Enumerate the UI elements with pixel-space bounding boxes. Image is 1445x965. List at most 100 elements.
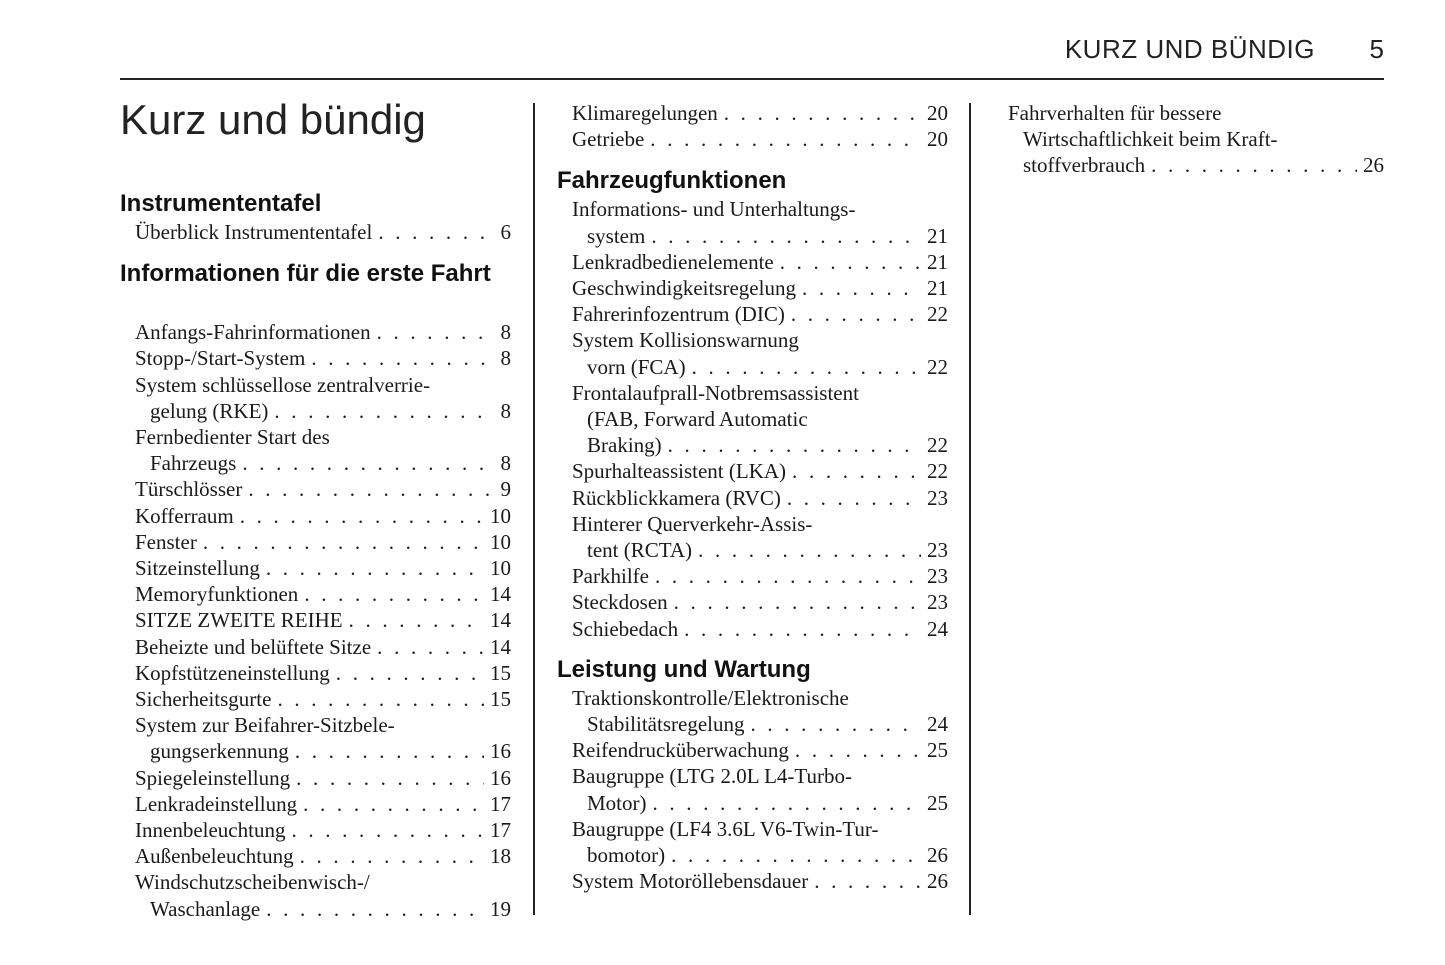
toc-entry[interactable]: Innenbeleuchtung . . . . . . . . . . . .… [120, 817, 511, 843]
toc-entry[interactable]: Stopp-/Start-System . . . . . . . . . . … [120, 345, 511, 371]
dot-leader: . . . . . . . . . . . . . . . . . . . . … [335, 660, 484, 685]
toc-entry-text: Fenster [135, 529, 197, 554]
toc-page-number: 20 [927, 101, 948, 125]
toc-entry-text: Sitzeinstellung [135, 556, 260, 581]
toc-entry[interactable]: Beheizte und belüftete Sitze . . . . . .… [120, 634, 511, 660]
dot-leader: . . . . . . . . . . . . . . . . . . . . … [654, 564, 921, 589]
toc-entry[interactable]: Kopfstützeneinstellung . . . . . . . . .… [120, 660, 511, 686]
dot-leader: . . . . . . . . . . . . . . . . . . . . … [277, 687, 484, 712]
toc-entry-text: Rückblickkamera (RVC) [572, 485, 781, 510]
dot-leader: . . . . . . . . . . . . . . . . . . . . … [266, 896, 484, 921]
toc-page-number: 6 [500, 220, 512, 244]
toc-entry[interactable]: Rückblickkamera (RVC) . . . . . . . . . … [557, 485, 948, 511]
toc-entry-text: Fahrverhalten für bessere [1008, 101, 1222, 125]
toc-column-1: Kurz und bündig Instrumententafel Überbli… [120, 95, 511, 922]
toc-entry[interactable]: Informations- und Unterhaltungs-system .… [557, 196, 948, 248]
dot-leader: . . . . . . . . . . . . . . . . . . . . … [202, 529, 484, 554]
toc-page-number: 21 [927, 249, 948, 274]
toc-entry[interactable]: System Motoröllebensdauer . . . . . . . … [557, 868, 948, 894]
toc-column-2: Klimaregelungen . . . . . . . . . . . . … [557, 100, 948, 894]
toc-entry[interactable]: Türschlösser . . . . . . . . . . . . . .… [120, 476, 511, 502]
dot-leader: . . . . . . . . . . . . . . . . . . . . … [691, 354, 921, 379]
toc-entry[interactable]: Hinterer Querverkehr-Assis-tent (RCTA) .… [557, 511, 948, 563]
dot-leader: . . . . . . . . . . . . . . . . . . . . … [723, 101, 921, 125]
toc-page-number: 10 [490, 556, 511, 581]
dot-leader: . . . . . . . . . . . . . . . . . . . . … [296, 765, 484, 790]
toc-entry-text: System schlüssellose zentralverrie- [135, 372, 431, 397]
toc-entry-text: Traktionskontrolle/Elektronische [572, 685, 849, 710]
toc-entry[interactable]: Fahrverhalten für bessere Wirtschaftlichk… [1008, 100, 1384, 179]
toc-page-number: 26 [927, 843, 948, 868]
toc-entry-text: Braking) [587, 433, 662, 458]
toc-section: Klimaregelungen . . . . . . . . . . . . … [557, 100, 948, 152]
toc-entry[interactable]: Steckdosen . . . . . . . . . . . . . . .… [557, 589, 948, 615]
toc-entry[interactable]: Parkhilfe . . . . . . . . . . . . . . . … [557, 563, 948, 589]
toc-page-number: 16 [490, 765, 511, 790]
page-number: 5 [1369, 34, 1384, 64]
column-divider [969, 103, 971, 915]
toc-section: Informationen für die erste Fahrt Anfangs… [120, 259, 511, 922]
running-header-title: KURZ UND BÜNDIG [1064, 34, 1315, 64]
toc-entry-text: Wirtschaftlichkeit beim Kraft- [1023, 127, 1278, 152]
toc-entry[interactable]: System zur Beifahrer-Sitzbele-gungserken… [120, 712, 511, 764]
dot-leader: . . . . . . . . . . . . . . . . . . . . … [652, 790, 922, 815]
toc-entry[interactable]: Geschwindigkeitsregelung . . . . . . . .… [557, 275, 948, 301]
toc-page-number: 22 [927, 459, 948, 484]
toc-entry[interactable]: Außenbeleuchtung . . . . . . . . . . . .… [120, 843, 511, 869]
toc-entry-text: Lenkradeinstellung [135, 791, 298, 816]
toc-section: Leistung und Wartung Traktionskontrolle/E… [557, 655, 948, 895]
toc-entry[interactable]: Schiebedach . . . . . . . . . . . . . . … [557, 616, 948, 642]
toc-entry[interactable]: Traktionskontrolle/Elektronische Stabilit… [557, 685, 948, 737]
toc-entry[interactable]: Fahrerinfozentrum (DIC) . . . . . . . . … [557, 301, 948, 327]
toc-entry[interactable]: Anfangs-Fahrinformationen . . . . . . . … [120, 319, 511, 345]
dot-leader: . . . . . . . . . . . . . . . . . . . . … [814, 869, 921, 894]
dot-leader: . . . . . . . . . . . . . . . . . . . . … [248, 477, 494, 502]
toc-page-number: 14 [490, 634, 511, 659]
toc-entry[interactable]: Spurhalteassistent (LKA) . . . . . . . .… [557, 458, 948, 484]
toc-entry-text: System Kollisionswarnung [572, 328, 799, 353]
toc-page-number: 23 [927, 564, 948, 589]
toc-entry-text: vorn (FCA) [587, 354, 686, 379]
toc-entry[interactable]: System Kollisionswarnung vorn (FCA) . . .… [557, 327, 948, 379]
toc-page-number: 21 [927, 276, 948, 301]
toc-entry[interactable]: System schlüssellose zentralverrie-gelun… [120, 372, 511, 424]
dot-leader: . . . . . . . . . . . . . . . . . . . . … [786, 485, 921, 510]
toc-entry[interactable]: Überblick Instrumententafel . . . . . . … [120, 219, 511, 245]
toc-section: Fahrzeugfunktionen Informations- und Unte… [557, 166, 948, 641]
toc-entry[interactable]: Lenkradeinstellung . . . . . . . . . . .… [120, 791, 511, 817]
dot-leader: . . . . . . . . . . . . . . . . . . . . … [779, 249, 921, 274]
toc-entry[interactable]: Baugruppe (LF4 3.6L V6-Twin-Tur-bomotor)… [557, 816, 948, 868]
dot-leader: . . . . . . . . . . . . . . . . . . . . … [750, 712, 921, 737]
dot-leader: . . . . . . . . . . . . . . . . . . . . … [790, 302, 921, 327]
toc-page-number: 17 [490, 791, 511, 816]
toc-entry[interactable]: Baugruppe (LTG 2.0L L4-Turbo- Motor) . . … [557, 763, 948, 815]
toc-entry[interactable]: SITZE ZWEITE REIHE . . . . . . . . . . .… [120, 607, 511, 633]
toc-entry[interactable]: Frontalaufprall-Notbremsassistent (FAB, F… [557, 380, 948, 459]
toc-page-number: 24 [927, 712, 948, 737]
toc-entry[interactable]: Reifendrucküberwachung . . . . . . . . .… [557, 737, 948, 763]
toc-entry[interactable]: Sitzeinstellung . . . . . . . . . . . . … [120, 555, 511, 581]
toc-entry-text: Spurhalteassistent (LKA) [572, 459, 787, 484]
dot-leader: . . . . . . . . . . . . . . . . . . . . … [304, 582, 484, 607]
toc-entry-text: Windschutzscheibenwisch-/ [135, 870, 370, 895]
toc-entry[interactable]: Windschutzscheibenwisch-/Waschanlage . .… [120, 869, 511, 921]
toc-entry[interactable]: Memoryfunktionen . . . . . . . . . . . .… [120, 581, 511, 607]
toc-entry[interactable]: Getriebe . . . . . . . . . . . . . . . .… [557, 126, 948, 152]
toc-entry[interactable]: Kofferraum . . . . . . . . . . . . . . .… [120, 503, 511, 529]
dot-leader: . . . . . . . . . . . . . . . . . . . . … [671, 843, 921, 868]
toc-page-number: 22 [927, 433, 948, 458]
toc-entry[interactable]: Lenkradbedienelemente . . . . . . . . . … [557, 249, 948, 275]
toc-entry[interactable]: Spiegeleinstellung . . . . . . . . . . .… [120, 765, 511, 791]
toc-entry[interactable]: Fenster . . . . . . . . . . . . . . . . … [120, 529, 511, 555]
dot-leader: . . . . . . . . . . . . . . . . . . . . … [274, 398, 494, 423]
toc-entry-text: Kofferraum [135, 503, 234, 528]
dot-leader: . . . . . . . . . . . . . . . . . . . . … [684, 616, 921, 641]
toc-entry-text: Stopp-/Start-System [135, 346, 306, 371]
section-heading: Leistung und Wartung [557, 655, 811, 683]
dot-leader: . . . . . . . . . . . . . . . . . . . . … [698, 538, 921, 563]
toc-entry-text: Anfangs-Fahrinformationen [135, 320, 371, 345]
toc-entry[interactable]: Fernbedienter Start des Fahrzeugs . . . .… [120, 424, 511, 476]
toc-entry[interactable]: Klimaregelungen . . . . . . . . . . . . … [557, 100, 948, 126]
toc-entry-text: tent (RCTA) [587, 538, 693, 563]
toc-entry[interactable]: Sicherheitsgurte . . . . . . . . . . . .… [120, 686, 511, 712]
